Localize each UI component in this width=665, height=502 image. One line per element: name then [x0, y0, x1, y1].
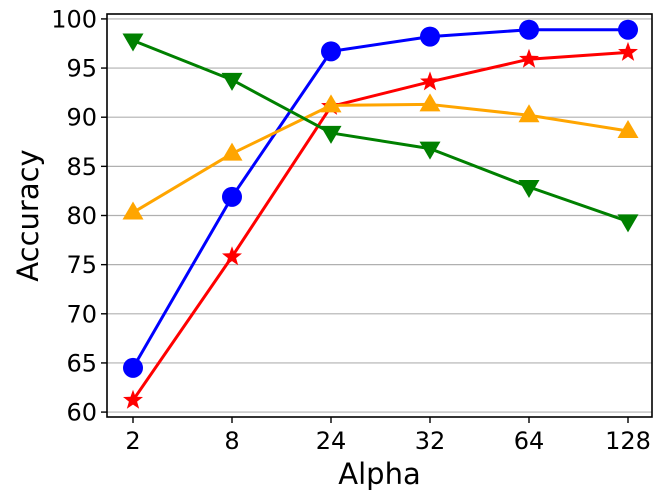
data-point — [320, 125, 342, 144]
series-triangle-down — [122, 33, 639, 233]
data-point — [123, 357, 143, 378]
series-circle — [123, 19, 638, 378]
series-line — [132, 102, 629, 214]
data-point — [518, 179, 540, 198]
data-point — [518, 104, 540, 123]
y-axis: 60 65 70 75 80 85 90 95 100 — [51, 5, 107, 427]
data-point — [519, 48, 539, 68]
x-tick-label: 8 — [224, 427, 239, 455]
x-tick-label: 128 — [605, 427, 651, 455]
data-point — [221, 142, 243, 161]
data-point — [122, 33, 144, 52]
data-point — [618, 41, 638, 61]
series-line — [131, 50, 629, 402]
x-tick-label: 2 — [125, 427, 140, 455]
data-point — [321, 41, 341, 62]
y-tick-label: 75 — [66, 251, 97, 279]
y-tick-label: 100 — [51, 5, 97, 33]
y-tick-label: 60 — [66, 399, 97, 427]
y-tick-label: 65 — [66, 349, 97, 377]
y-tick-label: 90 — [66, 104, 97, 132]
data-point — [222, 246, 242, 266]
x-tick-label: 24 — [316, 427, 347, 455]
data-point — [221, 72, 243, 91]
data-point — [419, 93, 441, 112]
series-line — [132, 39, 629, 223]
data-point — [618, 19, 638, 40]
data-point — [320, 94, 342, 113]
x-axis: 2 8 24 32 64 128 — [125, 417, 651, 455]
grid-lines — [107, 18, 652, 413]
data-point — [122, 201, 144, 220]
y-tick-label: 70 — [66, 300, 97, 328]
data-point — [420, 71, 440, 91]
x-tick-label: 32 — [415, 427, 446, 455]
y-axis-title: Accuracy — [11, 149, 45, 281]
series-triangle-up — [122, 93, 639, 220]
x-tick-label: 64 — [514, 427, 545, 455]
data-point — [617, 214, 639, 233]
y-tick-label: 80 — [66, 202, 97, 230]
y-tick-label: 95 — [66, 55, 97, 83]
data-point — [617, 119, 639, 138]
data-point — [419, 141, 441, 160]
data-point — [420, 26, 440, 47]
y-tick-label: 85 — [66, 153, 97, 181]
series-star — [123, 41, 638, 409]
series-group — [122, 19, 639, 409]
data-point — [222, 186, 242, 207]
data-point — [123, 389, 143, 409]
data-point — [519, 19, 539, 40]
x-axis-title: Alpha — [338, 457, 420, 491]
series-line — [131, 28, 628, 369]
